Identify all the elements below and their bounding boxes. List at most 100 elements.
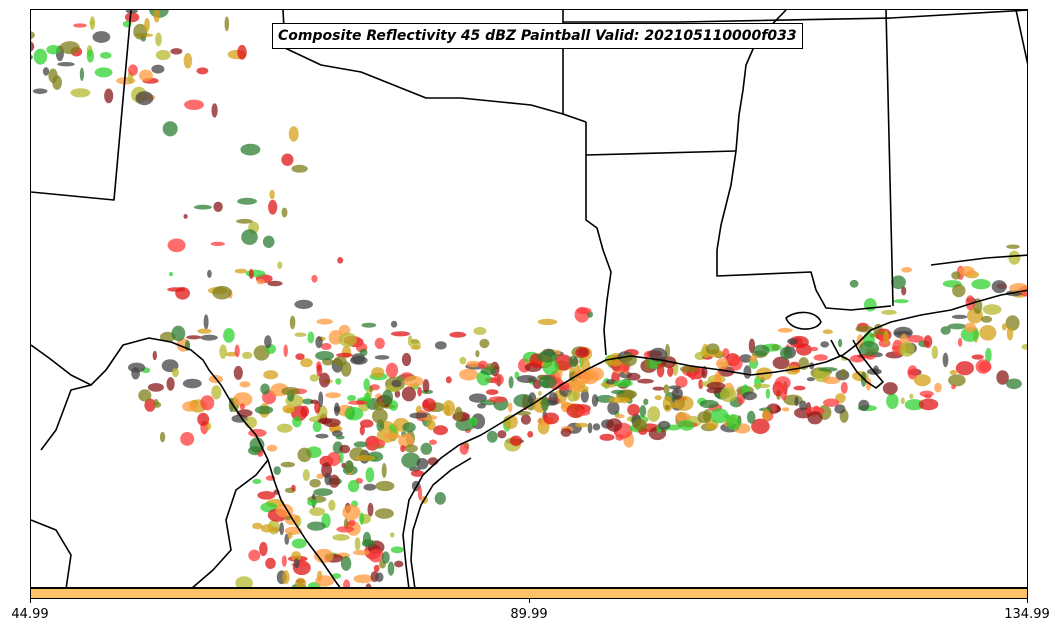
- reflectivity-blob: [359, 348, 368, 357]
- reflectivity-blob: [782, 407, 790, 412]
- reflectivity-blob: [281, 555, 287, 567]
- reflectivity-blob: [934, 382, 942, 393]
- reflectivity-blob: [656, 363, 665, 378]
- reflectivity-blob: [849, 279, 859, 288]
- reflectivity-blob: [183, 214, 188, 219]
- reflectivity-blob: [613, 379, 633, 388]
- border-ar-la: [585, 150, 737, 156]
- reflectivity-blob: [89, 16, 96, 30]
- reflectivity-blob: [982, 304, 1002, 315]
- reflectivity-blob: [210, 241, 225, 246]
- reflectivity-blob: [320, 343, 332, 350]
- reflectivity-blob: [348, 519, 356, 527]
- reflectivity-blob: [644, 357, 650, 372]
- colorbar-tick: [30, 599, 31, 603]
- reflectivity-blob: [780, 385, 788, 401]
- reflectivity-blob: [207, 269, 212, 278]
- reflectivity-blob: [234, 344, 240, 358]
- reflectivity-blob: [488, 396, 507, 403]
- reflectivity-blob: [971, 279, 991, 290]
- reflectivity-blob: [965, 295, 975, 311]
- reflectivity-blob: [302, 469, 310, 481]
- reflectivity-blob: [135, 91, 154, 106]
- state-borders: [31, 10, 1027, 587]
- reflectivity-blob: [555, 350, 561, 355]
- reflectivity-blob: [516, 375, 537, 383]
- reflectivity-blob: [403, 375, 424, 388]
- reflectivity-blob: [751, 418, 770, 434]
- colorbar-tick: [529, 599, 530, 603]
- reflectivity-blob: [426, 419, 436, 431]
- reflectivity-blob: [361, 322, 377, 328]
- reflectivity-blob: [182, 378, 202, 389]
- reflectivity-blob: [332, 534, 350, 541]
- reflectivity-blob: [599, 433, 615, 441]
- reflectivity-blob: [608, 396, 626, 404]
- reflectivity-blob: [548, 392, 558, 406]
- reflectivity-blob: [334, 402, 340, 416]
- reflectivity-blob: [319, 372, 330, 388]
- reflectivity-blob: [669, 385, 681, 390]
- border-ms-al: [885, 10, 894, 307]
- reflectivity-blob: [918, 398, 939, 411]
- reflectivity-blob: [575, 422, 589, 428]
- reflectivity-blob: [486, 363, 495, 370]
- reflectivity-blob: [919, 390, 934, 397]
- reflectivity-blob: [233, 365, 243, 380]
- reflectivity-blob: [300, 358, 313, 368]
- reflectivity-blob: [1006, 378, 1022, 390]
- reflectivity-blob: [348, 400, 368, 405]
- reflectivity-blob: [749, 355, 758, 363]
- reflectivity-blob: [211, 103, 218, 118]
- reflectivity-blob: [454, 406, 463, 422]
- reflectivity-blob: [996, 370, 1009, 385]
- reflectivity-blob: [353, 441, 368, 448]
- reflectivity-blob: [810, 346, 819, 352]
- reflectivity-blob: [100, 52, 112, 59]
- reflectivity-blob: [32, 88, 48, 94]
- reflectivity-blob: [48, 68, 58, 83]
- border-mississippi: [716, 10, 892, 311]
- reflectivity-blob: [314, 548, 334, 564]
- reflectivity-blob: [390, 532, 395, 538]
- reflectivity-blob: [375, 572, 384, 582]
- reflectivity-blob: [881, 309, 897, 315]
- reflectivity-blob: [806, 377, 815, 382]
- reflectivity-blob: [667, 365, 674, 377]
- reflectivity-blob: [542, 359, 559, 376]
- barrier-islands: [410, 457, 472, 587]
- reflectivity-blob: [197, 328, 212, 334]
- reflectivity-blob: [182, 401, 197, 412]
- reflectivity-blob: [385, 362, 399, 378]
- reflectivity-blob: [315, 575, 335, 587]
- reflectivity-blob: [433, 425, 448, 436]
- reflectivity-blob: [855, 325, 874, 333]
- reflectivity-blob: [626, 372, 641, 381]
- reflectivity-blob: [203, 314, 209, 330]
- reflectivity-blob: [371, 367, 385, 378]
- reflectivity-blob: [575, 347, 590, 358]
- reflectivity-blob: [267, 280, 283, 287]
- reflectivity-blob: [237, 197, 257, 205]
- reflectivity-blob: [300, 405, 310, 417]
- reflectivity-blob: [591, 394, 599, 407]
- reflectivity-blob: [387, 561, 395, 576]
- reflectivity-blob: [864, 298, 877, 312]
- reflectivity-blob: [416, 458, 429, 470]
- reflectivity-blob: [643, 398, 649, 406]
- reflectivity-blob: [560, 428, 572, 437]
- reflectivity-blob: [359, 425, 365, 436]
- reflectivity-blob: [297, 447, 312, 463]
- reflectivity-blob: [347, 479, 360, 493]
- reflectivity-blob: [705, 343, 720, 355]
- reflectivity-blob: [382, 389, 393, 405]
- reflectivity-blob: [171, 367, 179, 378]
- reflectivity-blob: [647, 406, 661, 422]
- reflectivity-blob: [133, 23, 148, 40]
- reflectivity-blob: [951, 271, 961, 280]
- reflectivity-blob: [675, 412, 691, 422]
- reflectivity-blob: [701, 366, 708, 379]
- reflectivity-blob: [901, 267, 913, 273]
- reflectivity-blob: [42, 67, 50, 76]
- reflectivity-blob: [891, 275, 906, 290]
